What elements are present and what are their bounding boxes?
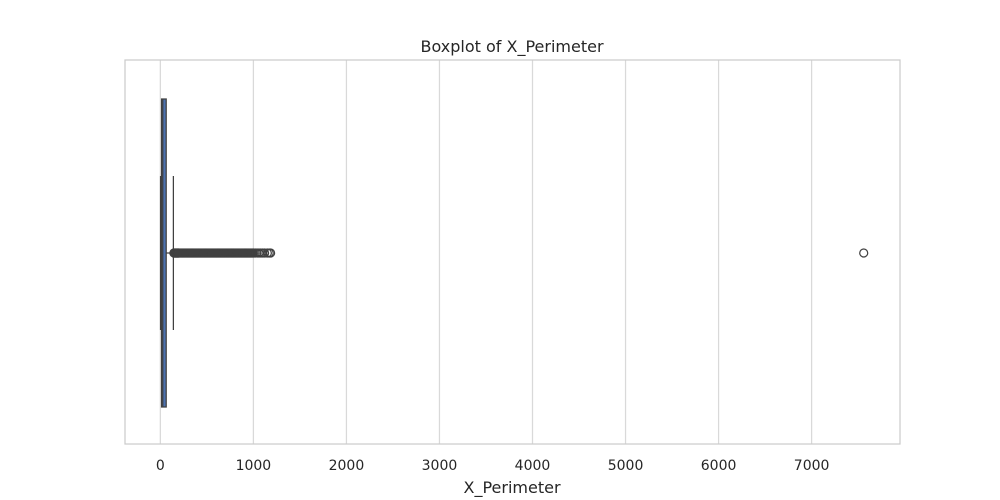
- x-tick-label: 4000: [515, 458, 551, 474]
- grid-lines: [159, 60, 813, 444]
- x-tick-label: 0: [156, 458, 165, 474]
- x-axis-label: X_Perimeter: [463, 478, 560, 498]
- plot-frame: [124, 59, 901, 445]
- outlier-point: [259, 248, 270, 258]
- outlier-point: [266, 248, 276, 258]
- x-tick-label: 1000: [236, 458, 272, 474]
- iqr-box: [160, 98, 167, 408]
- x-tick-label: 6000: [701, 458, 737, 474]
- chart-title: Boxplot of X_Perimeter: [420, 37, 603, 57]
- outlier-group: [169, 248, 869, 258]
- x-tick-label: 5000: [608, 458, 644, 474]
- x-tick-label: 3000: [422, 458, 458, 474]
- outlier-point: [859, 248, 869, 258]
- x-tick-label: 7000: [794, 458, 830, 474]
- box-group: [159, 98, 175, 408]
- x-tick-labels: 0 1000 2000 3000 4000 5000 6000 7000: [156, 458, 830, 474]
- x-tick-label: 2000: [329, 458, 365, 474]
